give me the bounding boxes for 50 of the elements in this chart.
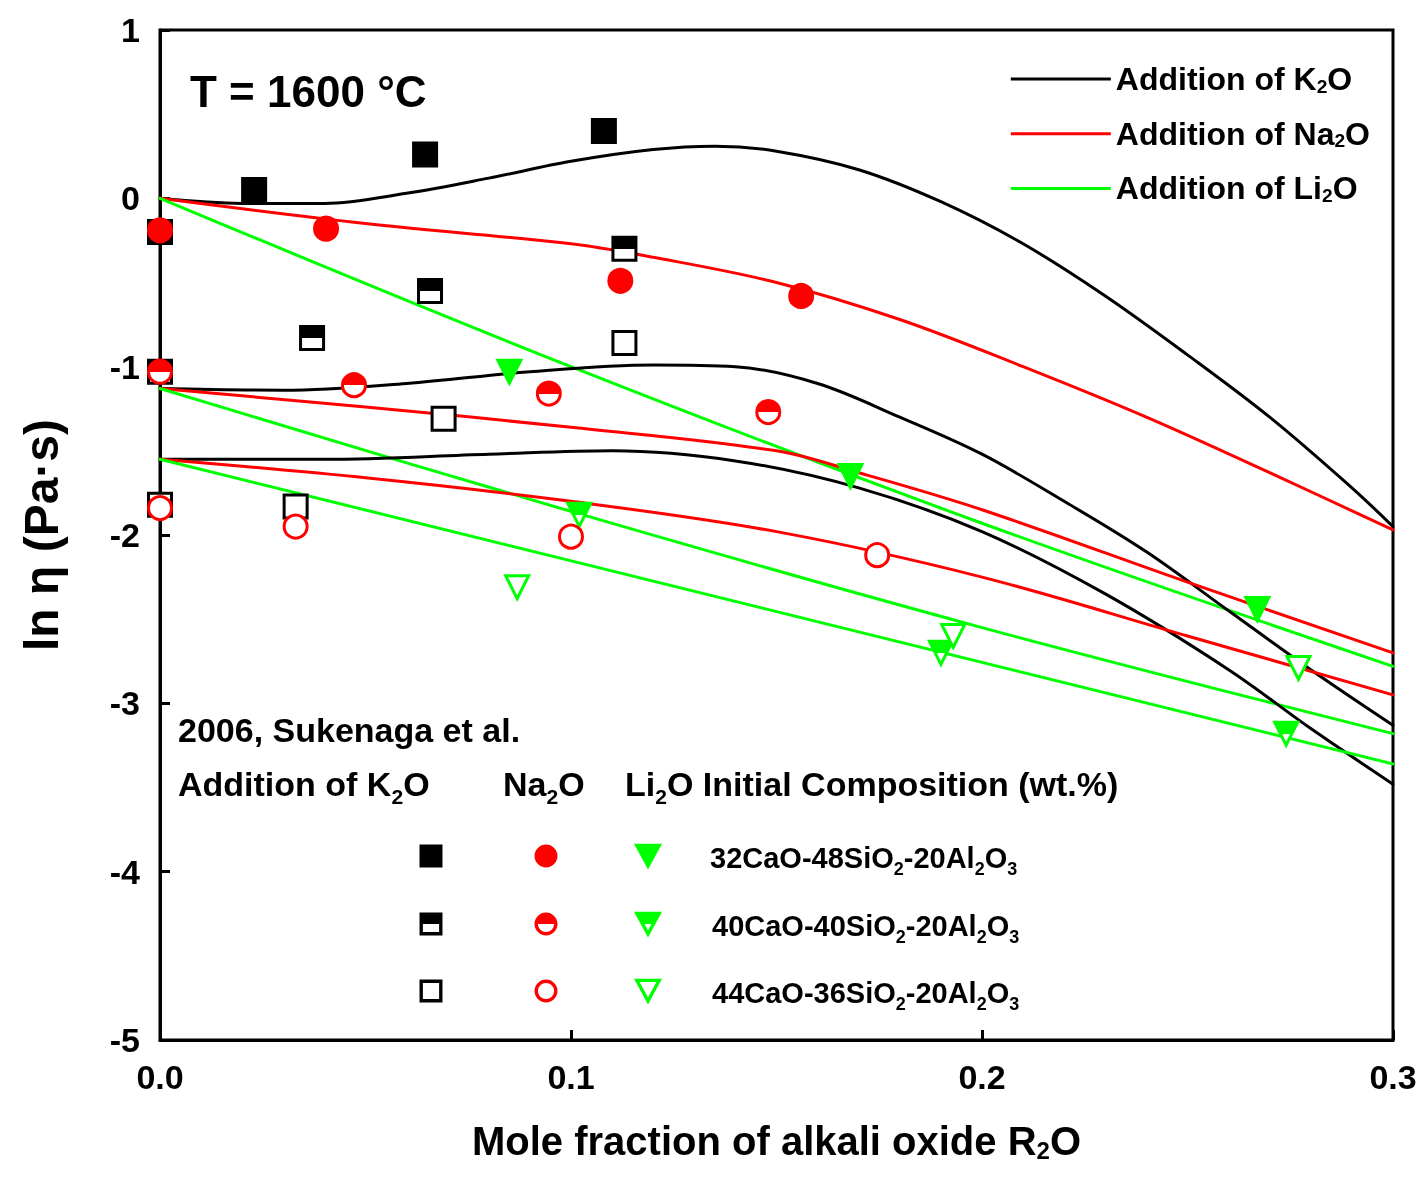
point — [417, 277, 444, 304]
point — [788, 282, 815, 309]
point — [755, 399, 782, 426]
point — [504, 574, 531, 601]
point — [611, 235, 638, 262]
point — [412, 141, 439, 168]
y-axis-title: ln η (Pa·s) — [14, 418, 68, 652]
annotation: 44CaO-36SiO$_{2}$-20Al$_{2}$O$_{3}$ — [712, 977, 1020, 1015]
annotation: Addition of K$_{2}$O — [178, 765, 430, 808]
point — [590, 118, 617, 144]
point — [535, 380, 562, 407]
point — [1244, 596, 1271, 623]
point — [566, 501, 593, 528]
annotation: Li$_{2}$O Initial Composition (wt.%) — [625, 765, 1119, 808]
annotation: 2006, Sukenaga et al. — [178, 711, 521, 750]
point — [1273, 720, 1300, 747]
point — [940, 623, 967, 649]
point — [430, 405, 457, 432]
x-tick-label: 0.3 — [1369, 1058, 1417, 1096]
point — [313, 215, 340, 242]
point — [341, 372, 367, 399]
y-tick-label: -1 — [109, 347, 140, 386]
annotation: 32CaO-48SiO$_{2}$-20Al$_{2}$O$_{3}$ — [710, 842, 1018, 880]
point — [558, 523, 584, 550]
y-tick-label: 1 — [121, 11, 140, 49]
point — [282, 513, 309, 540]
legend-label: Addition of Na2O — [1115, 115, 1370, 152]
y-tick-label: -2 — [109, 516, 140, 554]
annotation: T = 1600 °C — [190, 67, 427, 117]
x-tick-label: 0.2 — [958, 1058, 1006, 1096]
point — [1285, 654, 1312, 681]
point — [611, 330, 638, 357]
annotation: Na$_{2}$O — [503, 765, 585, 808]
point — [607, 267, 634, 294]
x-axis-title: Mole fraction of alkali oxide R2O — [471, 1119, 1082, 1164]
point — [837, 463, 864, 490]
x-tick-label: 0.1 — [547, 1058, 595, 1096]
legend-label: Addition of K2O — [1115, 61, 1353, 97]
y-tick-label: -5 — [109, 1021, 140, 1059]
point — [299, 325, 326, 352]
annotation: 40CaO-40SiO$_{2}$-20Al$_{2}$O$_{3}$ — [712, 910, 1020, 948]
point — [496, 358, 523, 385]
x-tick-label: 0.0 — [136, 1058, 184, 1096]
point — [864, 542, 891, 569]
legend-label: Addition of Li2O — [1115, 170, 1358, 207]
point — [927, 639, 954, 666]
y-tick-label: -3 — [109, 684, 140, 723]
y-tick-label: -4 — [109, 852, 141, 891]
point — [241, 176, 268, 203]
y-tick-label: 0 — [121, 179, 140, 218]
